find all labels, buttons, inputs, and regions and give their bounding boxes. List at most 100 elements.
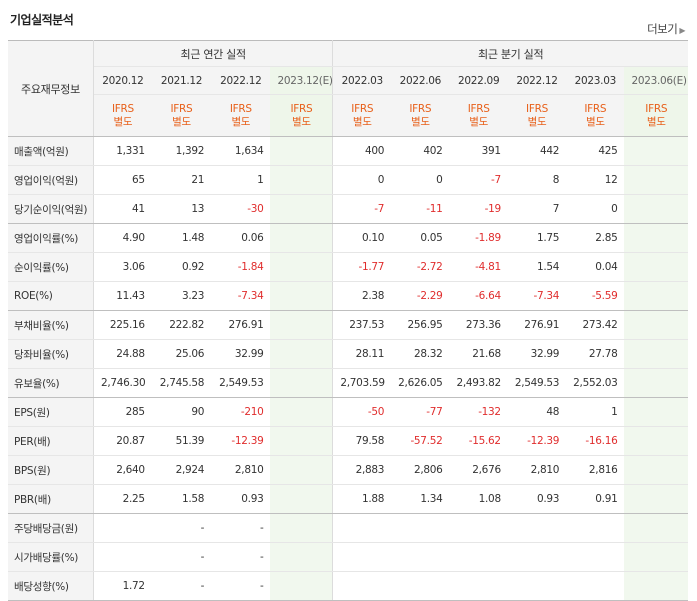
value-cell: - <box>151 571 212 601</box>
value-cell <box>270 426 334 456</box>
more-link[interactable]: 더보기 ▶ <box>647 21 685 37</box>
value-cell: 0.93 <box>507 484 567 514</box>
value-cell: 273.42 <box>566 310 625 340</box>
ifrs-label: IFRS 별도 <box>507 94 567 137</box>
table-row: 유보율(%) 2,746.30 2,745.58 2,549.53 2,703.59 2,… <box>8 368 688 398</box>
value-cell <box>624 513 688 543</box>
value-cell: 285 <box>93 397 152 427</box>
value-cell: 222.82 <box>151 310 212 340</box>
value-cell <box>566 542 625 572</box>
value-cell <box>270 252 334 282</box>
value-cell <box>624 252 688 282</box>
period-header: 2023.03 <box>566 66 625 95</box>
value-cell: 0.10 <box>332 223 392 253</box>
value-cell: 0 <box>566 194 625 224</box>
value-cell: 2,549.53 <box>211 368 271 398</box>
value-cell <box>93 513 152 543</box>
value-cell: 21 <box>151 165 212 195</box>
table-row: 당기순이익(억원) 41 13 -30 -7 -11 -19 7 0 <box>8 194 688 224</box>
value-cell: 276.91 <box>507 310 567 340</box>
value-cell: -6.64 <box>449 281 508 311</box>
value-cell <box>624 455 688 485</box>
value-cell: 2,816 <box>566 455 625 485</box>
row-label: 영업이익률(%) <box>8 223 94 253</box>
value-cell: 65 <box>93 165 152 195</box>
value-cell: -1.77 <box>332 252 392 282</box>
value-cell: 1.58 <box>151 484 212 514</box>
value-cell: -12.39 <box>211 426 271 456</box>
value-cell <box>507 542 567 572</box>
value-cell: 3.06 <box>93 252 152 282</box>
ifrs-label: IFRS 별도 <box>332 94 392 137</box>
value-cell <box>624 136 688 166</box>
ifrs-label: IFRS 별도 <box>449 94 508 137</box>
ifrs-label: IFRS 별도 <box>211 94 271 137</box>
value-cell: 2,924 <box>151 455 212 485</box>
chevron-right-icon: ▶ <box>679 26 685 35</box>
value-cell: 2,745.58 <box>151 368 212 398</box>
value-cell <box>270 368 334 398</box>
table-row: BPS(원) 2,640 2,924 2,810 2,883 2,806 2,676 2,81… <box>8 455 688 485</box>
value-cell: 225.16 <box>93 310 152 340</box>
value-cell <box>332 571 392 601</box>
value-cell: 2.38 <box>332 281 392 311</box>
value-cell <box>624 426 688 456</box>
value-cell: -2.29 <box>391 281 450 311</box>
value-cell: 24.88 <box>93 339 152 369</box>
value-cell: -11 <box>391 194 450 224</box>
value-cell: 1,634 <box>211 136 271 166</box>
value-cell: 2,810 <box>211 455 271 485</box>
table-row: 주당배당금(원) - - <box>8 513 688 543</box>
value-cell: 1 <box>211 165 271 195</box>
row-label: 영업이익(억원) <box>8 165 94 195</box>
ifrs-label: IFRS 별도 <box>624 94 688 137</box>
value-cell <box>270 542 334 572</box>
period-header: 2023.12(E) <box>270 66 334 95</box>
value-cell: 2,676 <box>449 455 508 485</box>
value-cell: 2,883 <box>332 455 392 485</box>
value-cell: -12.39 <box>507 426 567 456</box>
value-cell: 79.58 <box>332 426 392 456</box>
value-cell <box>270 484 334 514</box>
value-cell <box>391 542 450 572</box>
value-cell: -7 <box>449 165 508 195</box>
row-label: BPS(원) <box>8 455 94 485</box>
value-cell: 0.91 <box>566 484 625 514</box>
value-cell: 12 <box>566 165 625 195</box>
value-cell <box>449 542 508 572</box>
table-row: 매출액(억원) 1,331 1,392 1,634 400 402 391 442 425 <box>8 136 688 166</box>
value-cell: -30 <box>211 194 271 224</box>
value-cell: 0.05 <box>391 223 450 253</box>
value-cell: 276.91 <box>211 310 271 340</box>
value-cell <box>624 368 688 398</box>
value-cell: 1 <box>566 397 625 427</box>
value-cell: -19 <box>449 194 508 224</box>
row-label: PBR(배) <box>8 484 94 514</box>
value-cell <box>270 339 334 369</box>
period-header: 2023.06(E) <box>624 66 688 95</box>
value-cell: 51.39 <box>151 426 212 456</box>
value-cell: 8 <box>507 165 567 195</box>
table-row: 영업이익률(%) 4.90 1.48 0.06 0.10 0.05 -1.89 1.75 2.8… <box>8 223 688 253</box>
row-label: 배당성향(%) <box>8 571 94 601</box>
value-cell: 2,746.30 <box>93 368 152 398</box>
value-cell: -1.84 <box>211 252 271 282</box>
value-cell: 0.92 <box>151 252 212 282</box>
value-cell: 2,810 <box>507 455 567 485</box>
value-cell: -2.72 <box>391 252 450 282</box>
value-cell: 442 <box>507 136 567 166</box>
value-cell: 402 <box>391 136 450 166</box>
table-row: 영업이익(억원) 65 21 1 0 0 -7 8 12 <box>8 165 688 195</box>
row-label: 시가배당률(%) <box>8 542 94 572</box>
value-cell: - <box>211 571 271 601</box>
value-cell <box>449 571 508 601</box>
value-cell: 237.53 <box>332 310 392 340</box>
annual-header: 최근 연간 실적 <box>93 40 334 67</box>
value-cell <box>624 310 688 340</box>
value-cell <box>270 194 334 224</box>
side-header: 주요재무정보 <box>8 40 94 137</box>
value-cell <box>391 571 450 601</box>
value-cell: -210 <box>211 397 271 427</box>
value-cell: -77 <box>391 397 450 427</box>
value-cell: 0.04 <box>566 252 625 282</box>
